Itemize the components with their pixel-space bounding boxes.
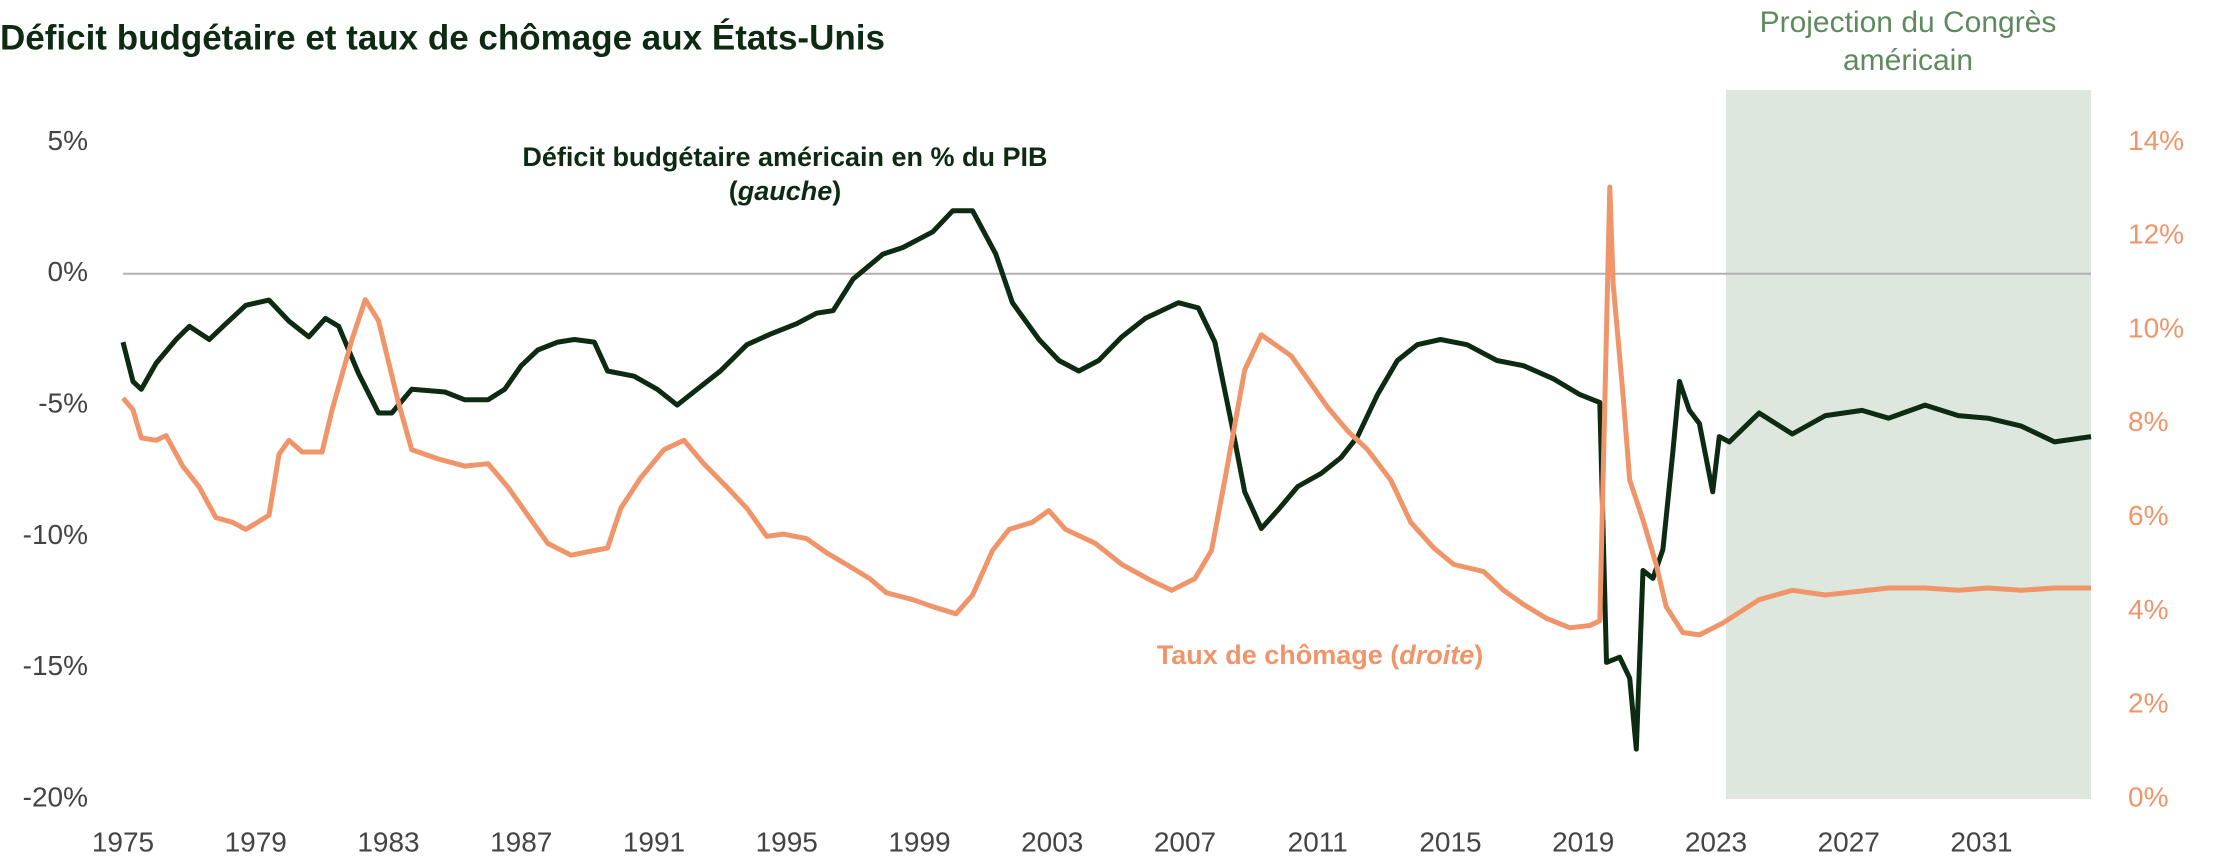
y2-tick-label: 0% [2128,781,2168,812]
projection-area [1725,90,2091,799]
series-line [121,184,2091,638]
y2-tick-label: 10% [2128,312,2184,343]
x-tick-label: 2027 [1818,826,1880,857]
y2-tick-label: 14% [2128,125,2184,156]
x-tick-label: 2015 [1419,826,1481,857]
series-axis: droite [1399,640,1475,670]
y2-tick-label: 4% [2128,594,2168,625]
x-tick-label: 1999 [888,826,950,857]
y-tick-label: -20% [23,781,88,812]
y-tick-label: 5% [48,125,88,156]
y-tick-label: -5% [38,387,88,418]
x-tick-label: 1987 [490,826,552,857]
x-tick-label: 1995 [756,826,818,857]
x-tick-label: 2003 [1021,826,1083,857]
x-tick-label: 1979 [225,826,287,857]
x-tick-label: 2011 [1288,826,1348,857]
y-tick-label: -15% [23,650,88,681]
series-line [120,208,2092,752]
x-tick-label: 1975 [92,826,154,857]
y2-tick-label: 6% [2128,500,2168,531]
projection-label: Projection du Congrès américain [1759,6,2057,77]
y2-tick-label: 2% [2128,688,2168,719]
y-tick-label: -10% [23,519,88,550]
x-tick-label: 2031 [1950,826,2012,857]
x-tick-label: 1991 [623,826,685,857]
series-label: Déficit budgétaire américain en % du PIB… [522,142,1048,206]
series-name: Déficit budgétaire américain en % du PIB [522,142,1048,172]
y2-tick-label: 12% [2128,219,2184,250]
x-tick-label: 2007 [1154,826,1216,857]
chart-title: Déficit budgétaire et taux de chômage au… [0,17,885,57]
series-name: Taux de chômage [1156,640,1383,670]
x-tick-label: 2023 [1685,826,1747,857]
y2-tick-label: 8% [2128,406,2168,437]
y-tick-label: 0% [48,256,88,287]
series-axis: gauche [737,176,833,206]
series-label: Taux de chômage (droite) [1156,640,1484,670]
x-tick-label: 2019 [1552,826,1614,857]
x-tick-label: 1983 [357,826,419,857]
